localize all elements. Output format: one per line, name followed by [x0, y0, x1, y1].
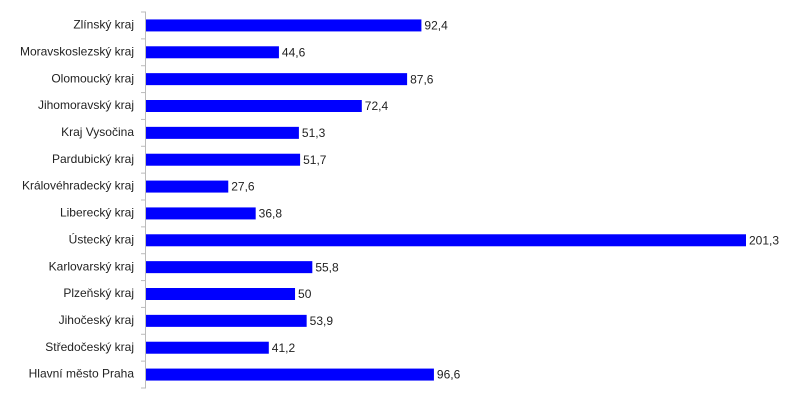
- bar: [146, 100, 362, 112]
- bar: [146, 153, 301, 166]
- value-label: 27,6: [231, 180, 255, 194]
- bar: [146, 207, 256, 220]
- y-tick-label: Královéhradecký kraj: [22, 179, 134, 193]
- y-tick-label: Karlovarský kraj: [49, 259, 134, 273]
- value-label: 55,8: [315, 260, 339, 274]
- value-label: 92,4: [424, 19, 448, 33]
- bar: [146, 261, 313, 274]
- y-tick-label: Liberecký kraj: [60, 206, 134, 220]
- value-label: 201,3: [749, 233, 779, 247]
- bar: [146, 126, 299, 139]
- y-tick-label: Jihočeský kraj: [59, 313, 134, 327]
- value-label: 50: [298, 287, 312, 301]
- value-label: 41,2: [272, 341, 296, 355]
- y-tick-label: Zlínský kraj: [73, 18, 134, 32]
- y-tick-label: Hlavní město Praha: [29, 367, 135, 381]
- value-label: 87,6: [410, 72, 434, 86]
- value-label: 44,6: [282, 45, 306, 59]
- y-tick-label: Olomoucký kraj: [51, 71, 134, 85]
- bar: [146, 288, 296, 300]
- value-label: 53,9: [310, 314, 334, 328]
- y-tick-label: Ústecký kraj: [69, 231, 134, 246]
- y-tick-label: Jihomoravský kraj: [38, 98, 134, 112]
- value-label: 51,3: [302, 126, 326, 140]
- value-label: 96,6: [437, 368, 461, 382]
- y-tick-label: Moravskoslezský kraj: [20, 44, 134, 58]
- value-label: 36,8: [259, 207, 283, 221]
- y-tick-label: Středočeský kraj: [45, 340, 134, 354]
- bar: [146, 19, 422, 32]
- y-tick-label: Kraj Vysočina: [61, 125, 134, 139]
- value-label: 72,4: [365, 99, 389, 113]
- bar: [146, 46, 279, 59]
- bar: [146, 341, 269, 354]
- value-label: 51,7: [303, 153, 327, 167]
- bar: [146, 73, 408, 86]
- bar: [146, 180, 229, 193]
- bar: [146, 234, 746, 247]
- bar: [146, 314, 307, 327]
- y-tick-label: Pardubický kraj: [52, 152, 134, 166]
- bar: [146, 368, 434, 381]
- y-tick-label: Plzeňský kraj: [63, 286, 134, 300]
